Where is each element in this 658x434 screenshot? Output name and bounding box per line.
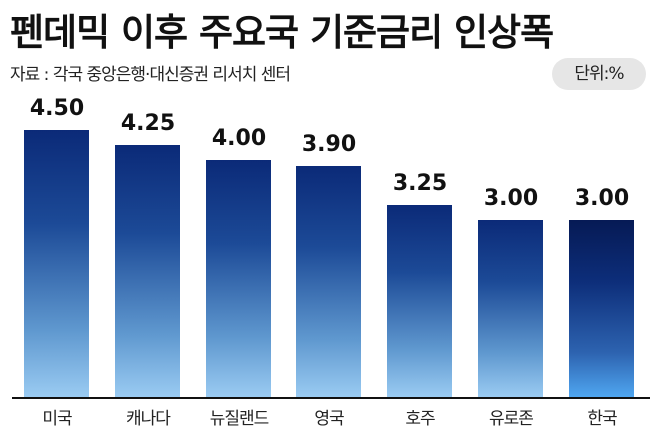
- value-label: 4.25: [120, 111, 176, 136]
- source-note: 자료 : 각국 중앙은행·대신증권 리서치 센터: [10, 65, 291, 85]
- chart-title: 펜데믹 이후 주요국 기준금리 인상폭: [10, 11, 554, 54]
- value-label: 4.00: [211, 126, 267, 151]
- value-label: 3.00: [574, 186, 630, 211]
- value-label: 4.50: [29, 96, 85, 121]
- category-label: 뉴질랜드: [209, 409, 270, 429]
- bar-3: [296, 166, 361, 397]
- bar-6: [569, 220, 634, 397]
- category-label: 호주: [405, 409, 435, 429]
- value-label: 3.25: [392, 171, 448, 196]
- bar-0: [24, 130, 89, 397]
- category-label: 미국: [42, 409, 72, 429]
- value-label: 3.00: [483, 186, 539, 211]
- bar-2: [206, 160, 271, 397]
- category-label: 한국: [587, 409, 617, 429]
- bar-1: [115, 145, 180, 397]
- bar-4: [387, 205, 452, 397]
- category-label: 영국: [314, 409, 344, 429]
- value-label: 3.90: [301, 132, 357, 157]
- bar-5: [478, 220, 543, 397]
- category-label: 캐나다: [126, 409, 171, 429]
- x-axis-line: [12, 397, 650, 399]
- category-label: 유로존: [489, 409, 534, 429]
- unit-badge: 단위:%: [552, 58, 646, 90]
